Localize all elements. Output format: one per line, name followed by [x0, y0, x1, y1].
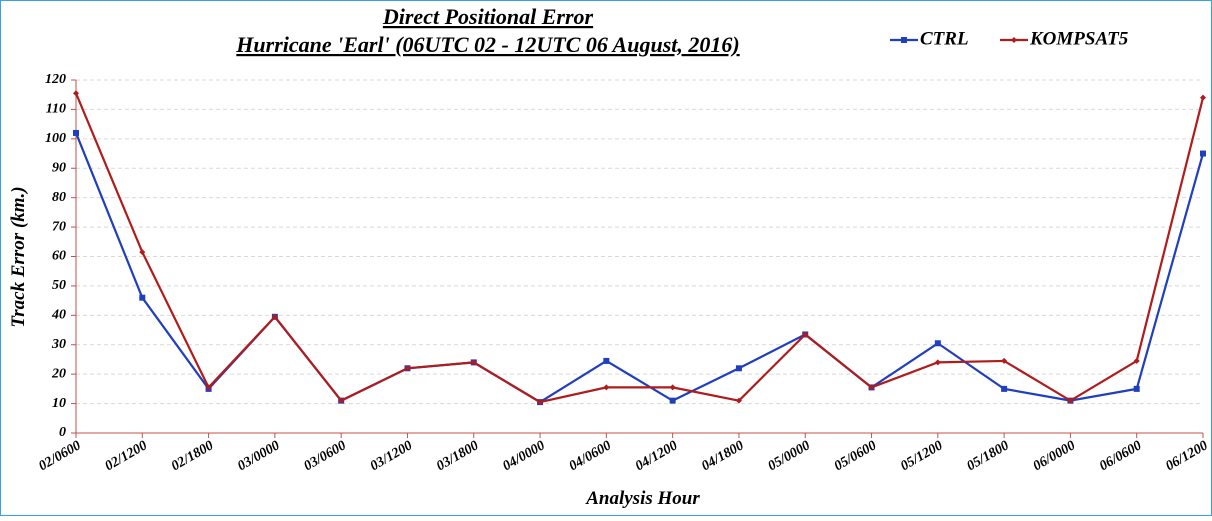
point-marker: [669, 397, 676, 404]
point-marker: [1200, 94, 1206, 101]
legend-marker: [1011, 37, 1017, 43]
y-tick-label: 20: [51, 366, 66, 381]
y-tick-label: 110: [46, 102, 66, 117]
y-tick-label: 10: [52, 396, 66, 411]
point-marker: [735, 397, 742, 404]
x-axis-title: Analysis Hour: [585, 488, 700, 509]
point-marker: [1133, 385, 1140, 392]
point-marker: [338, 397, 345, 404]
point-marker: [1133, 357, 1140, 364]
legend-label: KOMPSAT5: [1029, 28, 1129, 49]
point-marker: [139, 249, 146, 256]
point-marker: [1001, 385, 1008, 392]
y-tick-label: 50: [52, 278, 66, 293]
point-marker: [271, 313, 278, 320]
point-marker: [603, 384, 610, 391]
point-marker: [470, 359, 477, 366]
point-marker: [802, 331, 809, 338]
point-marker: [1001, 357, 1008, 364]
point-marker: [205, 384, 212, 391]
series-line: [74, 92, 1205, 404]
y-tick-label: 70: [52, 219, 66, 234]
point-marker: [139, 294, 146, 301]
y-tick-label: 120: [45, 72, 66, 87]
point-marker: [1067, 397, 1074, 404]
point-marker: [404, 365, 411, 372]
point-marker: [537, 399, 544, 406]
y-tick-label: 100: [45, 131, 66, 146]
point-marker: [73, 90, 79, 97]
point-marker: [735, 365, 742, 372]
y-tick-label: 80: [52, 190, 66, 205]
chart-subtitle: Hurricane 'Earl' (06UTC 02 - 12UTC 06 Au…: [235, 32, 739, 57]
point-marker: [73, 129, 79, 136]
point-marker: [934, 359, 941, 366]
point-marker: [669, 384, 676, 391]
point-marker: [603, 357, 610, 364]
legend-label: CTRL: [920, 28, 969, 49]
y-tick-label: 40: [51, 308, 66, 323]
point-marker: [934, 340, 941, 347]
y-tick-label: 30: [51, 337, 66, 352]
point-marker: [868, 384, 875, 391]
y-tick-label: 90: [52, 160, 66, 175]
y-axis-title: Track Error (km.): [8, 186, 29, 327]
y-tick-label: 60: [52, 249, 66, 264]
point-marker: [1200, 150, 1206, 157]
legend-marker: [901, 37, 907, 43]
y-tick-label: 0: [59, 425, 66, 440]
chart-title: Direct Positional Error: [382, 4, 594, 29]
